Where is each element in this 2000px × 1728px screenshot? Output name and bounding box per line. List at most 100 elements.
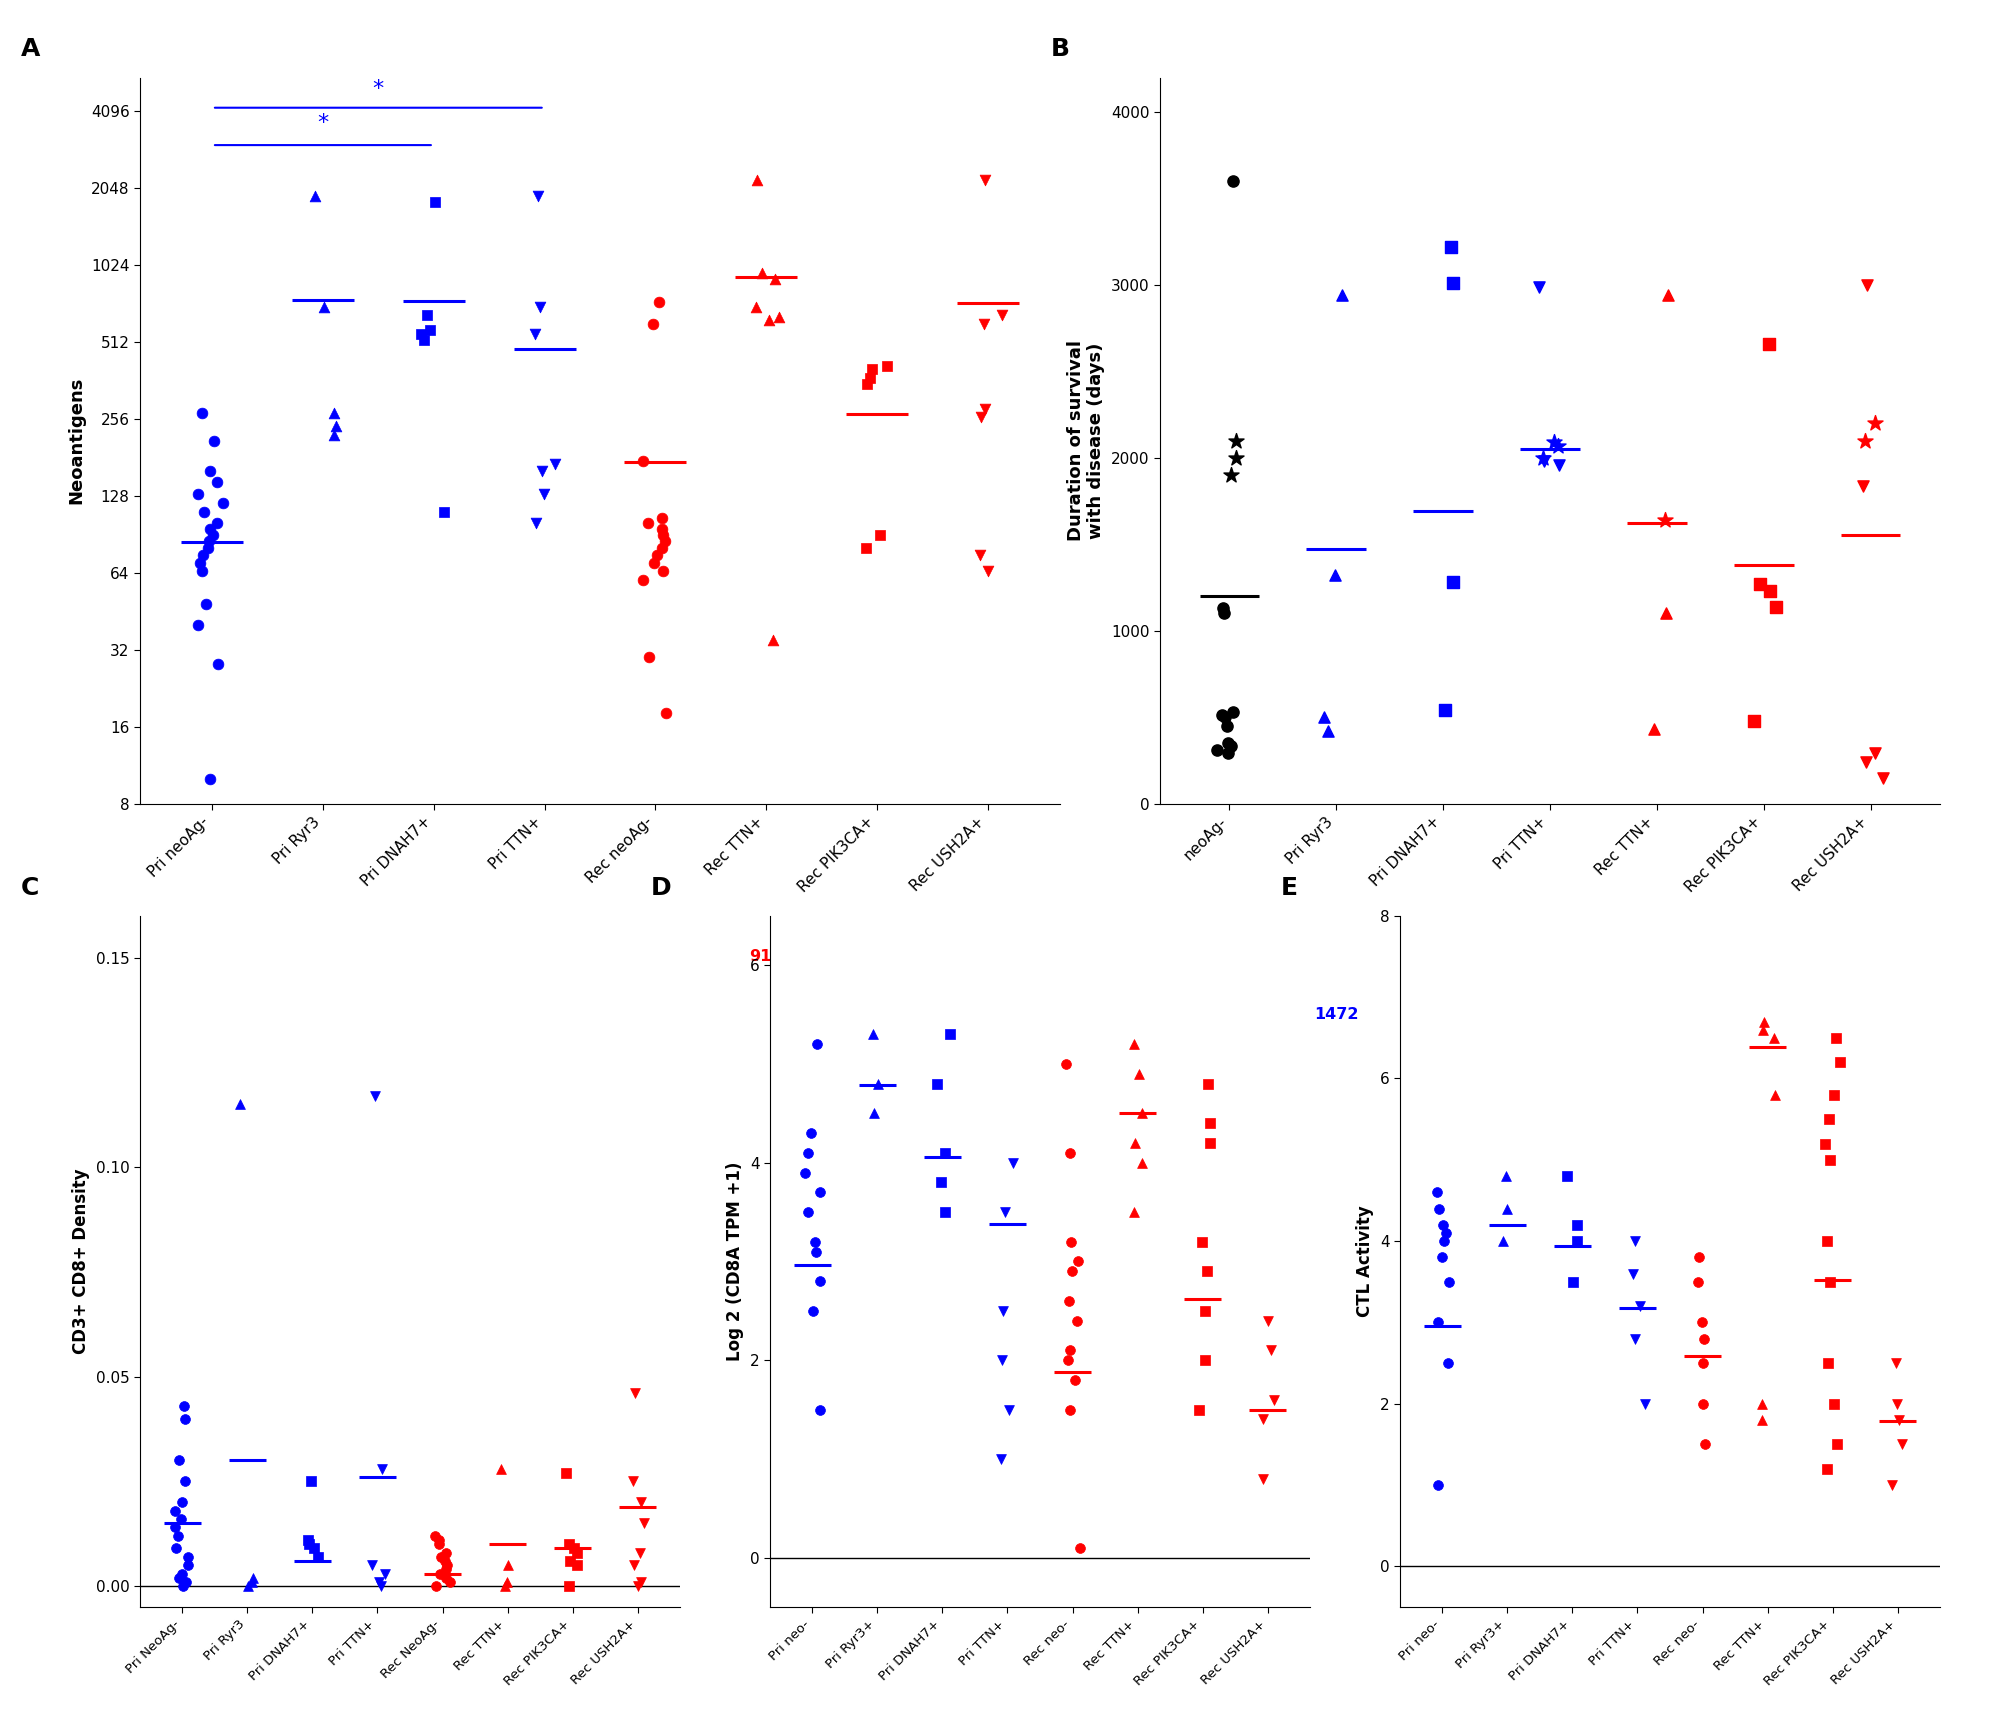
Point: [484, 1455, 516, 1483]
Point: [1052, 1346, 1084, 1374]
Point: [412, 301, 444, 328]
Point: [162, 1522, 194, 1550]
Text: 173: 173: [638, 949, 672, 964]
Point: [1754, 577, 1786, 605]
Point: [988, 1198, 1020, 1225]
Point: [538, 451, 570, 479]
Point: [422, 1526, 454, 1553]
Point: [166, 1560, 198, 1588]
Point: [1850, 271, 1882, 299]
Point: [168, 1393, 200, 1420]
Point: [420, 1522, 452, 1550]
Point: [430, 1564, 462, 1591]
Point: [492, 1552, 524, 1579]
Point: [1120, 1128, 1152, 1156]
Text: B: B: [1050, 36, 1070, 60]
Point: [360, 1082, 392, 1109]
Text: 738: 738: [418, 949, 450, 964]
Point: [206, 489, 238, 517]
Point: [1812, 1227, 1844, 1255]
Point: [646, 503, 678, 530]
Point: [1562, 1211, 1594, 1239]
Point: [1524, 273, 1556, 301]
Point: [200, 468, 232, 496]
Point: [1248, 1465, 1280, 1493]
Point: [1220, 444, 1252, 472]
Point: [856, 356, 888, 384]
Point: [1214, 461, 1246, 489]
Point: [746, 259, 778, 287]
Point: [1216, 698, 1248, 726]
Point: [1194, 1109, 1226, 1137]
Point: [1748, 1007, 1780, 1035]
Point: [318, 399, 350, 427]
Point: [1438, 270, 1470, 297]
Y-axis label: Duration of survival
with disease (days): Duration of survival with disease (days): [1066, 340, 1106, 541]
Text: 84: 84: [200, 949, 224, 964]
Point: [430, 1538, 462, 1566]
Point: [1882, 1389, 1914, 1417]
Point: [1430, 1220, 1462, 1248]
Point: [740, 294, 772, 321]
Point: [1216, 168, 1248, 195]
Point: [526, 456, 558, 484]
Point: [618, 1379, 650, 1407]
Point: [202, 510, 234, 537]
Point: [172, 1552, 204, 1579]
Point: [986, 1445, 1018, 1472]
Point: [1538, 429, 1570, 456]
Point: [1688, 1431, 1720, 1458]
Point: [308, 294, 340, 321]
Text: E: E: [1282, 876, 1298, 900]
Point: [1886, 1431, 1918, 1458]
Point: [238, 1564, 270, 1591]
Point: [550, 1458, 582, 1486]
Point: [764, 302, 796, 330]
Point: [192, 534, 224, 562]
Point: [366, 1572, 398, 1600]
Point: [562, 1538, 594, 1566]
Point: [800, 1229, 832, 1256]
Point: [1208, 594, 1240, 622]
Point: [1846, 472, 1878, 499]
Text: 1693: 1693: [1420, 942, 1466, 956]
Point: [408, 327, 440, 354]
Point: [1486, 1227, 1518, 1255]
Point: [552, 1531, 584, 1559]
Point: [1432, 1350, 1464, 1377]
Point: [640, 541, 672, 569]
Point: [198, 427, 230, 454]
Point: [1256, 1336, 1288, 1363]
Point: [562, 1552, 594, 1579]
Y-axis label: CD3+ CD8+ Density: CD3+ CD8+ Density: [72, 1168, 90, 1355]
Point: [1426, 1211, 1458, 1239]
Text: 2052: 2052: [1528, 1007, 1572, 1021]
Point: [622, 1572, 654, 1600]
Point: [756, 626, 788, 653]
Point: [404, 320, 436, 347]
Point: [632, 510, 664, 537]
Point: [1206, 702, 1238, 729]
Point: [168, 1572, 200, 1600]
Point: [788, 1159, 820, 1187]
Point: [850, 370, 882, 397]
Point: [1208, 600, 1240, 627]
Text: *: *: [318, 112, 328, 133]
Point: [754, 306, 786, 334]
Text: 1555: 1555: [1848, 942, 1892, 956]
Point: [224, 1090, 256, 1118]
Point: [198, 520, 230, 548]
Point: [1688, 1325, 1720, 1353]
Point: [1528, 444, 1560, 472]
Point: [520, 510, 552, 537]
Point: [186, 399, 218, 427]
Point: [292, 1531, 324, 1559]
Point: [1194, 1128, 1226, 1156]
Point: [1210, 703, 1242, 731]
Point: [424, 1560, 456, 1588]
Point: [626, 448, 658, 475]
Point: [1436, 233, 1468, 261]
Point: [1184, 1396, 1216, 1424]
Point: [858, 1099, 890, 1127]
Point: [872, 353, 904, 380]
